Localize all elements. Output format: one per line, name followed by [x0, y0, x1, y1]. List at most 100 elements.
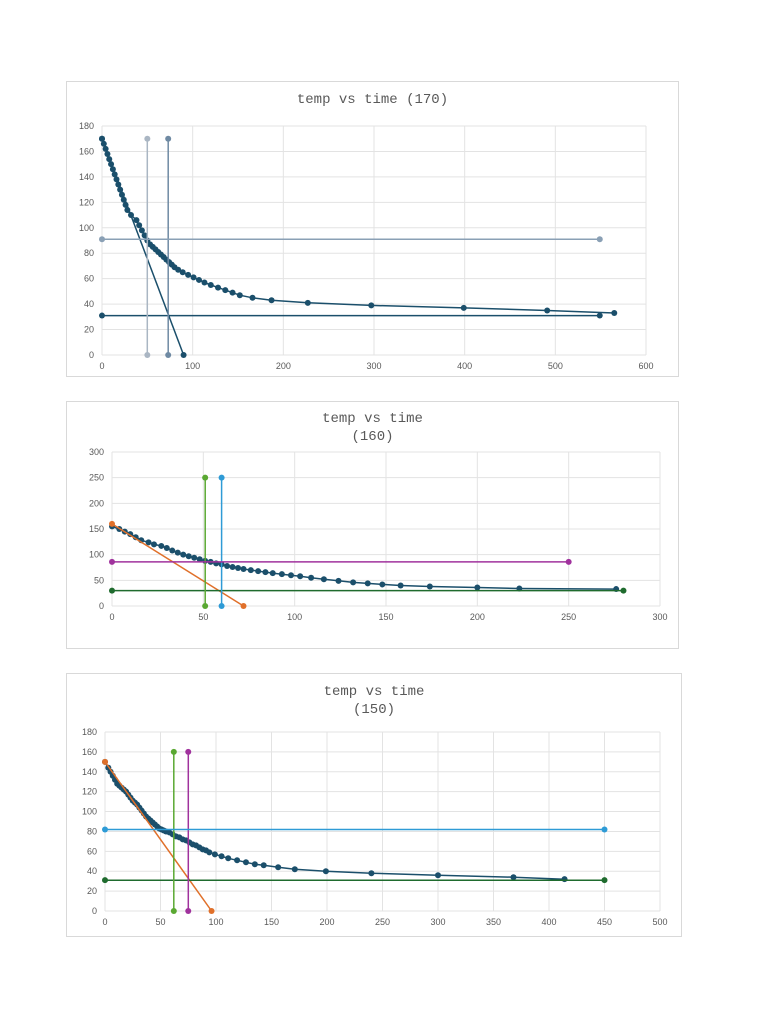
data-point [268, 297, 275, 304]
data-point [474, 584, 481, 591]
y-tick-label: 100 [89, 550, 104, 560]
data-point [102, 826, 108, 833]
data-point [180, 551, 187, 558]
data-point [278, 571, 285, 578]
chart-plot: 0 20 40 60 80 100 120 140 160 180 0 100 200 300 400 500… [79, 121, 654, 371]
chart-title-line: temp vs time [323, 684, 425, 700]
data-point [251, 861, 258, 868]
data-point [191, 554, 198, 561]
y-tick-label: 200 [89, 498, 104, 508]
y-tick-label: 0 [89, 350, 94, 360]
y-tick-label: 20 [84, 325, 94, 335]
chart-title-line: (160) [351, 429, 394, 445]
data-point [229, 563, 236, 570]
data-point [247, 567, 254, 574]
y-tick-label: 0 [99, 601, 104, 611]
x-tick-label: 150 [264, 917, 279, 927]
data-point [202, 474, 209, 481]
x-tick-label: 450 [597, 917, 612, 927]
x-tick-label: 0 [109, 612, 114, 622]
x-tick-label: 400 [457, 361, 472, 371]
data-point [158, 542, 165, 549]
x-tick-label: 500 [652, 917, 667, 927]
x-tick-label: 600 [638, 361, 653, 371]
data-point [288, 572, 295, 579]
y-tick-label: 100 [79, 223, 94, 233]
data-point [196, 556, 203, 563]
x-tick-label: 250 [375, 917, 390, 927]
y-tick-label: 120 [79, 197, 94, 207]
x-tick-label: 50 [155, 917, 165, 927]
data-point [99, 236, 105, 243]
y-tick-label: 60 [84, 274, 94, 284]
data-point [236, 292, 243, 299]
data-point [596, 312, 603, 319]
y-tick-label: 180 [82, 727, 97, 737]
data-point [291, 866, 298, 873]
x-tick-label: 150 [378, 612, 393, 622]
data-point [426, 583, 433, 590]
x-tick-label: 300 [366, 361, 381, 371]
x-tick-label: 200 [276, 361, 291, 371]
y-tick-label: 160 [82, 747, 97, 757]
data-point [165, 135, 172, 142]
data-point [211, 851, 218, 858]
data-point [109, 520, 115, 527]
data-point [218, 853, 225, 860]
data-point [169, 547, 176, 554]
data-point [350, 579, 357, 586]
data-point [99, 135, 105, 142]
x-tick-label: 500 [548, 361, 563, 371]
chart-plot: 0 20 40 60 80 100 120 140 160 180 0 50 100 150 200 250 3… [82, 727, 668, 927]
data-point [175, 266, 182, 273]
x-tick-label: 350 [486, 917, 501, 927]
data-point [225, 855, 232, 862]
data-point [561, 876, 568, 883]
x-tick-label: 300 [652, 612, 667, 622]
data-point [601, 826, 608, 833]
data-point [611, 310, 618, 317]
x-tick-label: 100 [287, 612, 302, 622]
x-tick-label: 0 [99, 361, 104, 371]
series-line [104, 761, 213, 912]
y-tick-label: 40 [87, 866, 97, 876]
y-tick-label: 160 [79, 146, 94, 156]
data-point [596, 236, 603, 243]
data-point [297, 573, 304, 580]
data-point [304, 299, 311, 306]
data-point [269, 570, 276, 577]
x-tick-label: 250 [561, 612, 576, 622]
data-point [364, 580, 371, 587]
data-point [229, 289, 236, 296]
y-tick-label: 50 [94, 575, 104, 585]
chart-title-line: temp vs time [322, 411, 423, 427]
x-tick-label: 100 [208, 917, 223, 927]
data-point [170, 748, 177, 755]
data-point [218, 474, 225, 481]
chart-title: temp vs time (150) [67, 683, 681, 719]
y-tick-label: 100 [82, 807, 97, 817]
data-point [601, 877, 608, 884]
data-point [215, 284, 222, 291]
data-point [190, 274, 197, 281]
x-tick-label: 0 [102, 917, 107, 927]
data-point [544, 307, 551, 314]
chart-title-line: (150) [352, 702, 395, 718]
y-tick-label: 150 [89, 524, 104, 534]
data-point [207, 282, 214, 289]
data-point [275, 864, 282, 871]
data-point [133, 217, 140, 224]
data-point [180, 352, 187, 358]
data-point [196, 276, 203, 283]
data-point [109, 558, 115, 565]
data-point [208, 908, 215, 914]
y-tick-label: 180 [79, 121, 94, 131]
data-point [249, 294, 256, 301]
data-point [206, 849, 213, 856]
chart-panel: temp vs time (170) 0 20 40 60 80 100 120 140 160… [66, 81, 679, 377]
data-point [234, 857, 241, 864]
data-point [201, 279, 208, 286]
data-point [224, 562, 231, 569]
data-point [185, 271, 192, 278]
series-line [101, 138, 615, 314]
